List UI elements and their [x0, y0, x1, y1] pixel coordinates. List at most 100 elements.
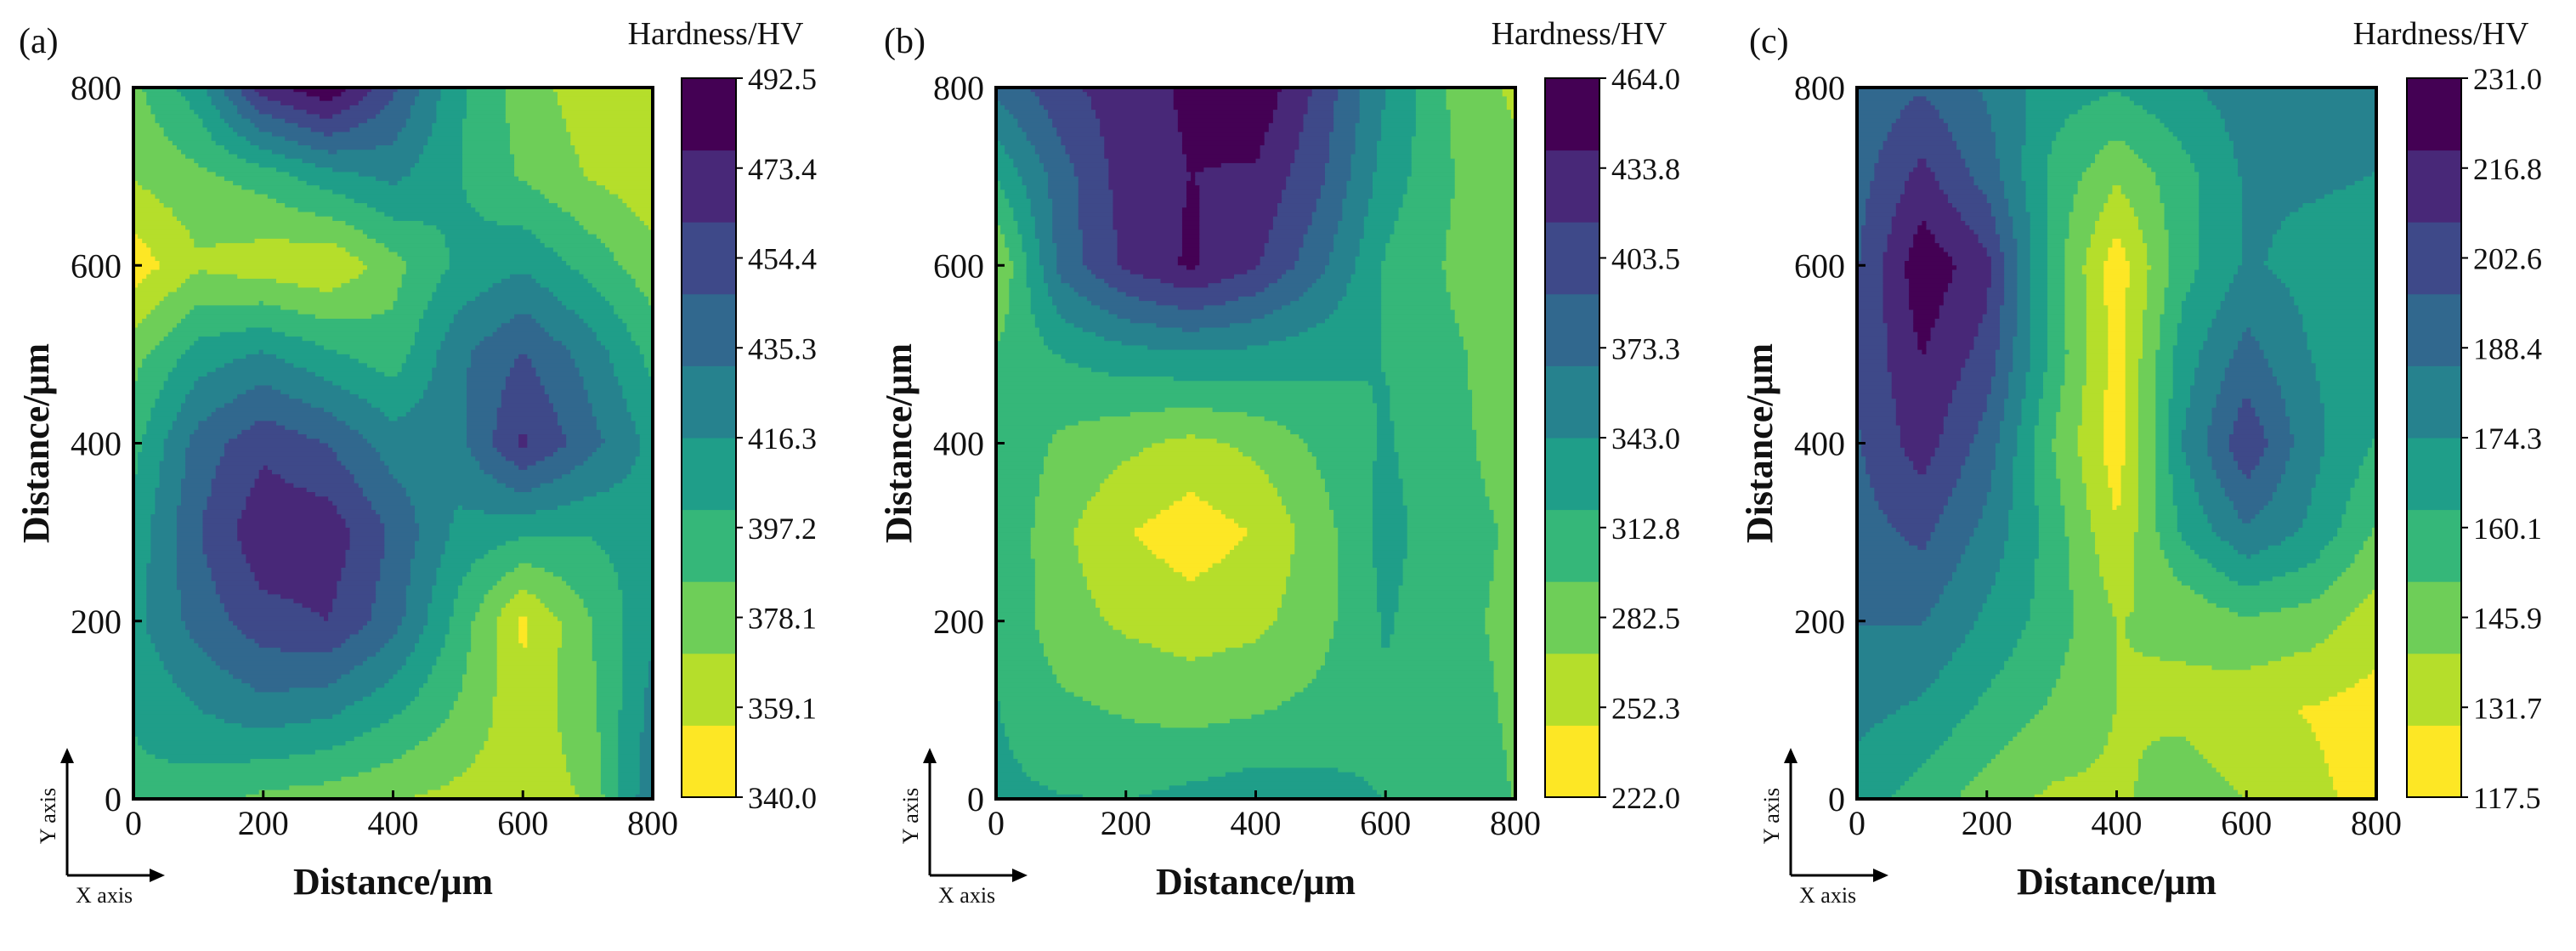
contour-cell: [2086, 363, 2109, 369]
contour-cell: [1990, 474, 2013, 479]
contour-cell: [440, 652, 467, 658]
contour-cell: [1467, 367, 1515, 373]
contour-cell: [1857, 185, 1871, 190]
contour-cell: [185, 96, 212, 102]
contour-cell: [643, 220, 653, 226]
contour-cell: [1402, 558, 1495, 564]
contour-cell: [1917, 341, 1928, 347]
contour-cell: [1091, 594, 1282, 600]
contour-cell: [1082, 514, 1157, 520]
contour-cell: [258, 580, 337, 586]
contour-cell: [1048, 447, 1144, 453]
contour-cell: [1990, 269, 2005, 275]
contour-cell: [2294, 443, 2325, 449]
contour-cell: [1363, 234, 1390, 240]
contour-cell: [496, 545, 602, 551]
contour-cell: [1026, 274, 1045, 280]
contour-cell: [1489, 634, 1515, 640]
contour-cell: [1367, 198, 1404, 204]
contour-cell: [2164, 225, 2200, 230]
contour-cell: [440, 563, 472, 569]
contour-cell: [436, 105, 467, 110]
contour-cell: [2103, 274, 2131, 280]
contour-cell: [1895, 527, 1936, 533]
contour-cell: [2025, 100, 2092, 106]
contour-cell: [358, 256, 403, 262]
contour-cell: [2103, 443, 2126, 449]
contour-cell: [405, 656, 438, 662]
contour-cell: [133, 443, 143, 449]
contour-cell: [384, 642, 416, 648]
contour-cell: [996, 745, 1010, 751]
contour-cell: [471, 451, 502, 457]
contour-cell: [557, 700, 597, 706]
contour-cell: [405, 590, 433, 595]
contour-cell: [2155, 393, 2174, 399]
contour-cell: [1320, 469, 1373, 475]
contour-cell: [2004, 296, 2018, 302]
contour-cell: [1934, 238, 1979, 244]
contour-cell: [2108, 478, 2122, 484]
contour-cell: [436, 576, 463, 582]
contour-cell: [1377, 590, 1400, 595]
contour-cell: [2013, 478, 2035, 484]
contour-cell: [163, 439, 190, 444]
contour-cell: [1454, 172, 1515, 178]
contour-cell: [410, 558, 442, 564]
contour-cell: [419, 158, 463, 164]
contour-cell: [1390, 385, 1469, 391]
contour-cell: [1497, 541, 1515, 546]
contour-cell: [2064, 527, 2092, 533]
contour-cell: [449, 265, 571, 271]
contour-cell: [2199, 203, 2243, 208]
contour-cell: [467, 439, 494, 444]
contour-cell: [1260, 150, 1295, 156]
contour-cell: [2363, 456, 2376, 462]
contour-cell: [622, 630, 653, 636]
contour-cell: [996, 341, 1045, 347]
contour-cell: [181, 92, 208, 98]
contour-cell: [1052, 349, 1382, 355]
contour-cell: [2108, 367, 2126, 373]
contour-cell: [2207, 336, 2243, 342]
contour-cell: [1186, 158, 1257, 164]
contour-cell: [1995, 349, 2013, 355]
contour-cell: [1000, 718, 1135, 724]
contour-cell: [2285, 407, 2325, 413]
contour-cell: [2259, 461, 2286, 467]
contour-cell: [1446, 283, 1515, 289]
contour-cell: [2133, 572, 2174, 578]
contour-cell: [996, 790, 1057, 795]
contour-cell: [1086, 585, 1287, 591]
contour-cell: [2008, 198, 2027, 204]
contour-cell: [2064, 367, 2087, 373]
contour-cell: [1402, 572, 1495, 578]
contour-cell: [2155, 483, 2174, 489]
contour-cell: [1152, 642, 1243, 648]
contour-cell: [505, 376, 541, 382]
colorbar-tick-label: 454.4: [748, 242, 817, 276]
contour-cell: [2004, 283, 2018, 289]
contour-cell: [1177, 118, 1274, 124]
contour-cell: [1216, 439, 1305, 444]
contour-cell: [150, 349, 186, 355]
contour-cell: [643, 292, 653, 297]
contour-cell: [1857, 558, 1962, 564]
contour-cell: [2216, 469, 2243, 475]
contour-cell: [1480, 465, 1515, 471]
contour-cell: [505, 541, 597, 546]
contour-cell: [133, 278, 143, 284]
contour-cell: [1961, 367, 1996, 373]
contour-cell: [133, 194, 156, 200]
contour-cell: [2069, 572, 2100, 578]
contour-cell: [1225, 648, 1330, 653]
contour-cell: [2137, 478, 2156, 484]
contour-cell: [405, 265, 450, 271]
contour-cell: [2319, 469, 2360, 475]
contour-cell: [1990, 389, 2009, 395]
contour-cell: [167, 434, 190, 439]
contour-cell: [475, 296, 558, 302]
contour-cell: [2064, 336, 2087, 342]
contour-cell: [1874, 487, 1953, 493]
contour-cell: [190, 345, 325, 351]
